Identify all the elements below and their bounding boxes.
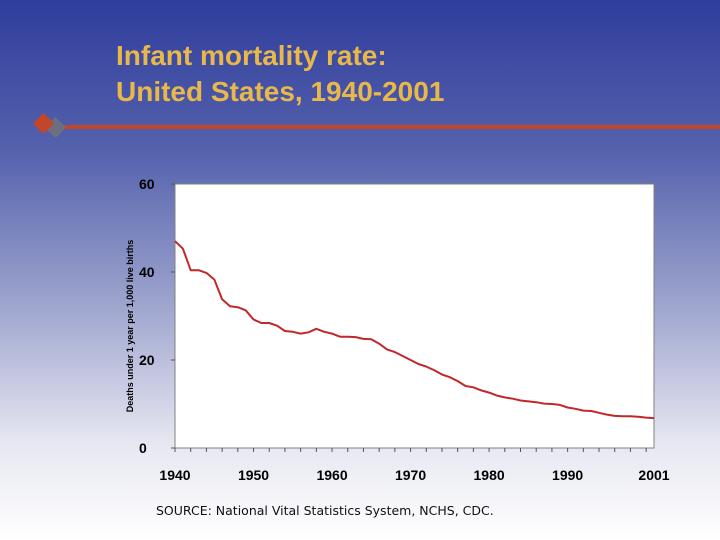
title-underline-rule xyxy=(40,125,720,129)
x-tick-label: 1970 xyxy=(395,467,426,483)
x-tick-label: 1960 xyxy=(316,467,347,483)
x-tick-label: 1990 xyxy=(552,467,583,483)
x-tick-label: 1980 xyxy=(474,467,505,483)
series-line xyxy=(174,240,655,420)
slide-title-line-1: Infant mortality rate: xyxy=(116,40,387,71)
y-axis-label: Deaths under 1 year per 1,000 live birth… xyxy=(125,240,135,413)
y-tick-label: 60 xyxy=(139,176,155,192)
x-tick-label: 1940 xyxy=(159,467,190,483)
y-tick-label: 20 xyxy=(139,352,155,368)
y-tick-label: 40 xyxy=(139,264,155,280)
y-tick-label: 0 xyxy=(139,440,147,456)
x-tick-label: 1950 xyxy=(238,467,269,483)
y-axis: 0 20 40 60 xyxy=(139,176,175,456)
source-note: SOURCE: National Vital Statistics System… xyxy=(156,503,494,518)
x-axis: 1940 1950 1960 1970 1980 1990 2001 xyxy=(159,448,670,483)
x-tick-label: 2001 xyxy=(638,467,669,483)
plot-area xyxy=(174,183,655,449)
slide-title: Infant mortality rate: United States, 19… xyxy=(116,38,444,110)
slide-title-line-2: United States, 1940-2001 xyxy=(116,76,445,107)
